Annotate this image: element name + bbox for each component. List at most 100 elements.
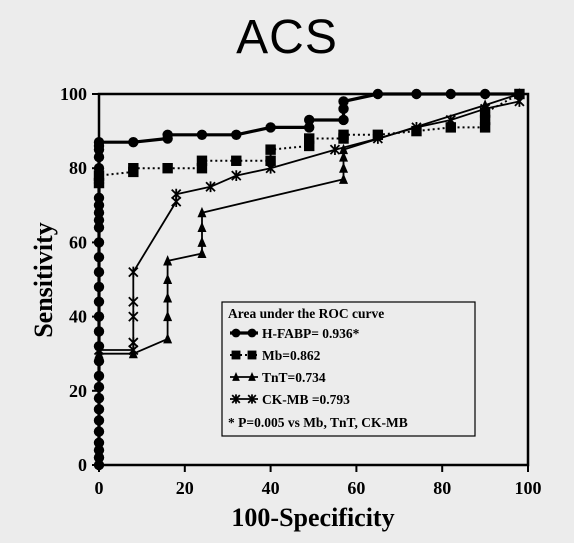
data-point [93, 266, 105, 278]
data-point [231, 170, 242, 182]
x-axis-label: 100-Specificity [231, 503, 394, 532]
data-point [338, 129, 349, 141]
data-point [247, 394, 257, 404]
legend-box [221, 301, 476, 437]
data-point [93, 452, 105, 463]
data-point [339, 143, 349, 155]
data-point [93, 355, 105, 367]
data-point [304, 122, 315, 133]
data-point [372, 133, 383, 144]
data-point [128, 163, 139, 174]
data-point [197, 247, 207, 259]
data-point [93, 381, 105, 393]
legend-title: Area under the ROC curve [228, 306, 384, 321]
data-point [93, 137, 105, 148]
x-tick-label: 40 [262, 478, 280, 498]
data-point [93, 444, 105, 456]
data-point [163, 333, 173, 344]
data-point [93, 252, 105, 263]
data-point [338, 96, 349, 107]
data-point [93, 326, 105, 337]
data-point [197, 236, 207, 247]
legend-entry: H-FABP= 0.936* [230, 326, 360, 341]
legend-label: CK-MB =0.793 [262, 392, 350, 407]
legend-entry: CK-MB =0.793 [230, 392, 350, 407]
data-point [479, 114, 491, 126]
data-point [171, 188, 182, 200]
data-point [93, 281, 105, 293]
data-point [339, 162, 349, 173]
data-point [196, 163, 208, 174]
data-point [128, 137, 139, 148]
data-point [265, 122, 276, 133]
data-point [93, 415, 105, 426]
legend-entry: Mb=0.862 [230, 348, 321, 363]
data-point [247, 350, 257, 360]
data-point [265, 144, 276, 155]
x-tick-label: 20 [176, 478, 194, 498]
data-point [93, 200, 105, 211]
series-layer [93, 88, 525, 471]
data-point [93, 404, 105, 415]
data-point [411, 88, 422, 100]
y-tick-label: 0 [78, 455, 87, 475]
chart-title: ACS [236, 11, 338, 64]
legend-entry: TnT=0.734 [230, 370, 326, 385]
tick-layer: 0 20 40 60 80 100 0 20 40 60 80 100 [60, 84, 542, 498]
data-point [196, 155, 208, 166]
data-point [372, 88, 384, 100]
data-point [93, 207, 105, 218]
data-point [196, 129, 208, 141]
data-point [411, 121, 422, 133]
data-point [514, 96, 525, 107]
legend-note: * P=0.005 vs Mb, TnT, CK-MB [228, 415, 408, 430]
data-point [304, 140, 315, 152]
data-point [163, 292, 173, 303]
y-tick-label: 20 [69, 381, 87, 401]
legend: Area under the ROC curve H-FABP= 0.936* M… [221, 301, 476, 437]
data-point [232, 372, 240, 381]
data-point [93, 437, 105, 448]
data-point [93, 214, 105, 226]
data-point [197, 206, 207, 218]
data-point [197, 221, 207, 233]
data-point [479, 103, 491, 115]
data-point [231, 328, 241, 338]
data-point [231, 129, 242, 141]
data-point [265, 162, 276, 174]
y-tick-label: 60 [69, 232, 87, 252]
data-point [128, 311, 139, 322]
data-point [163, 255, 173, 266]
data-point [93, 426, 105, 437]
data-point [339, 151, 349, 162]
y-axis-label: Sensitivity [29, 222, 58, 338]
legend-label: H-FABP= 0.936* [262, 326, 360, 341]
data-point [445, 114, 456, 126]
data-point [93, 393, 105, 404]
y-tick-label: 80 [69, 158, 87, 178]
data-point [93, 177, 105, 189]
data-point [338, 103, 349, 115]
data-point [338, 114, 349, 126]
series-3 [93, 96, 525, 356]
data-point [248, 372, 256, 381]
data-point [304, 114, 315, 126]
data-point [93, 370, 105, 382]
data-point [93, 170, 105, 181]
x-tick-label: 100 [515, 478, 542, 498]
data-point [304, 133, 315, 144]
data-point [445, 88, 456, 100]
data-point [93, 296, 105, 307]
data-point [162, 129, 173, 141]
data-point [231, 394, 241, 404]
data-point [163, 273, 173, 284]
data-point [93, 151, 105, 163]
data-point [128, 296, 139, 308]
data-point [445, 122, 456, 133]
legend-entries: H-FABP= 0.936* Mb=0.862 TnT=0.734 CK-MB =0.… [230, 326, 360, 407]
data-point [329, 144, 341, 156]
data-point [514, 88, 524, 99]
x-tick-label: 60 [347, 478, 365, 498]
